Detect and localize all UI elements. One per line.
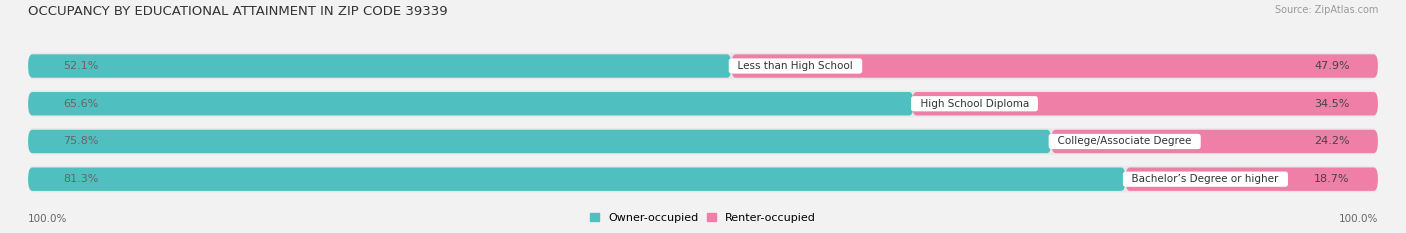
Text: 65.6%: 65.6%	[63, 99, 98, 109]
FancyBboxPatch shape	[28, 54, 731, 78]
Text: 18.7%: 18.7%	[1315, 174, 1350, 184]
FancyBboxPatch shape	[1052, 130, 1378, 153]
Text: 24.2%: 24.2%	[1315, 137, 1350, 147]
Text: Less than High School: Less than High School	[731, 61, 859, 71]
Text: Bachelor’s Degree or higher: Bachelor’s Degree or higher	[1125, 174, 1285, 184]
FancyBboxPatch shape	[28, 53, 1378, 79]
FancyBboxPatch shape	[28, 91, 1378, 117]
FancyBboxPatch shape	[28, 92, 914, 115]
Text: 47.9%: 47.9%	[1315, 61, 1350, 71]
Text: College/Associate Degree: College/Associate Degree	[1052, 137, 1198, 147]
Text: OCCUPANCY BY EDUCATIONAL ATTAINMENT IN ZIP CODE 39339: OCCUPANCY BY EDUCATIONAL ATTAINMENT IN Z…	[28, 5, 447, 18]
Text: High School Diploma: High School Diploma	[914, 99, 1035, 109]
FancyBboxPatch shape	[28, 166, 1378, 192]
Legend: Owner-occupied, Renter-occupied: Owner-occupied, Renter-occupied	[586, 209, 820, 227]
Text: Source: ZipAtlas.com: Source: ZipAtlas.com	[1274, 5, 1378, 15]
Text: 75.8%: 75.8%	[63, 137, 98, 147]
Text: 100.0%: 100.0%	[1339, 214, 1378, 224]
Text: 34.5%: 34.5%	[1315, 99, 1350, 109]
Text: 52.1%: 52.1%	[63, 61, 98, 71]
FancyBboxPatch shape	[28, 130, 1052, 153]
FancyBboxPatch shape	[28, 128, 1378, 155]
Text: 81.3%: 81.3%	[63, 174, 98, 184]
FancyBboxPatch shape	[28, 168, 1125, 191]
FancyBboxPatch shape	[1125, 168, 1378, 191]
Text: 100.0%: 100.0%	[28, 214, 67, 224]
FancyBboxPatch shape	[912, 92, 1378, 115]
FancyBboxPatch shape	[731, 54, 1378, 78]
